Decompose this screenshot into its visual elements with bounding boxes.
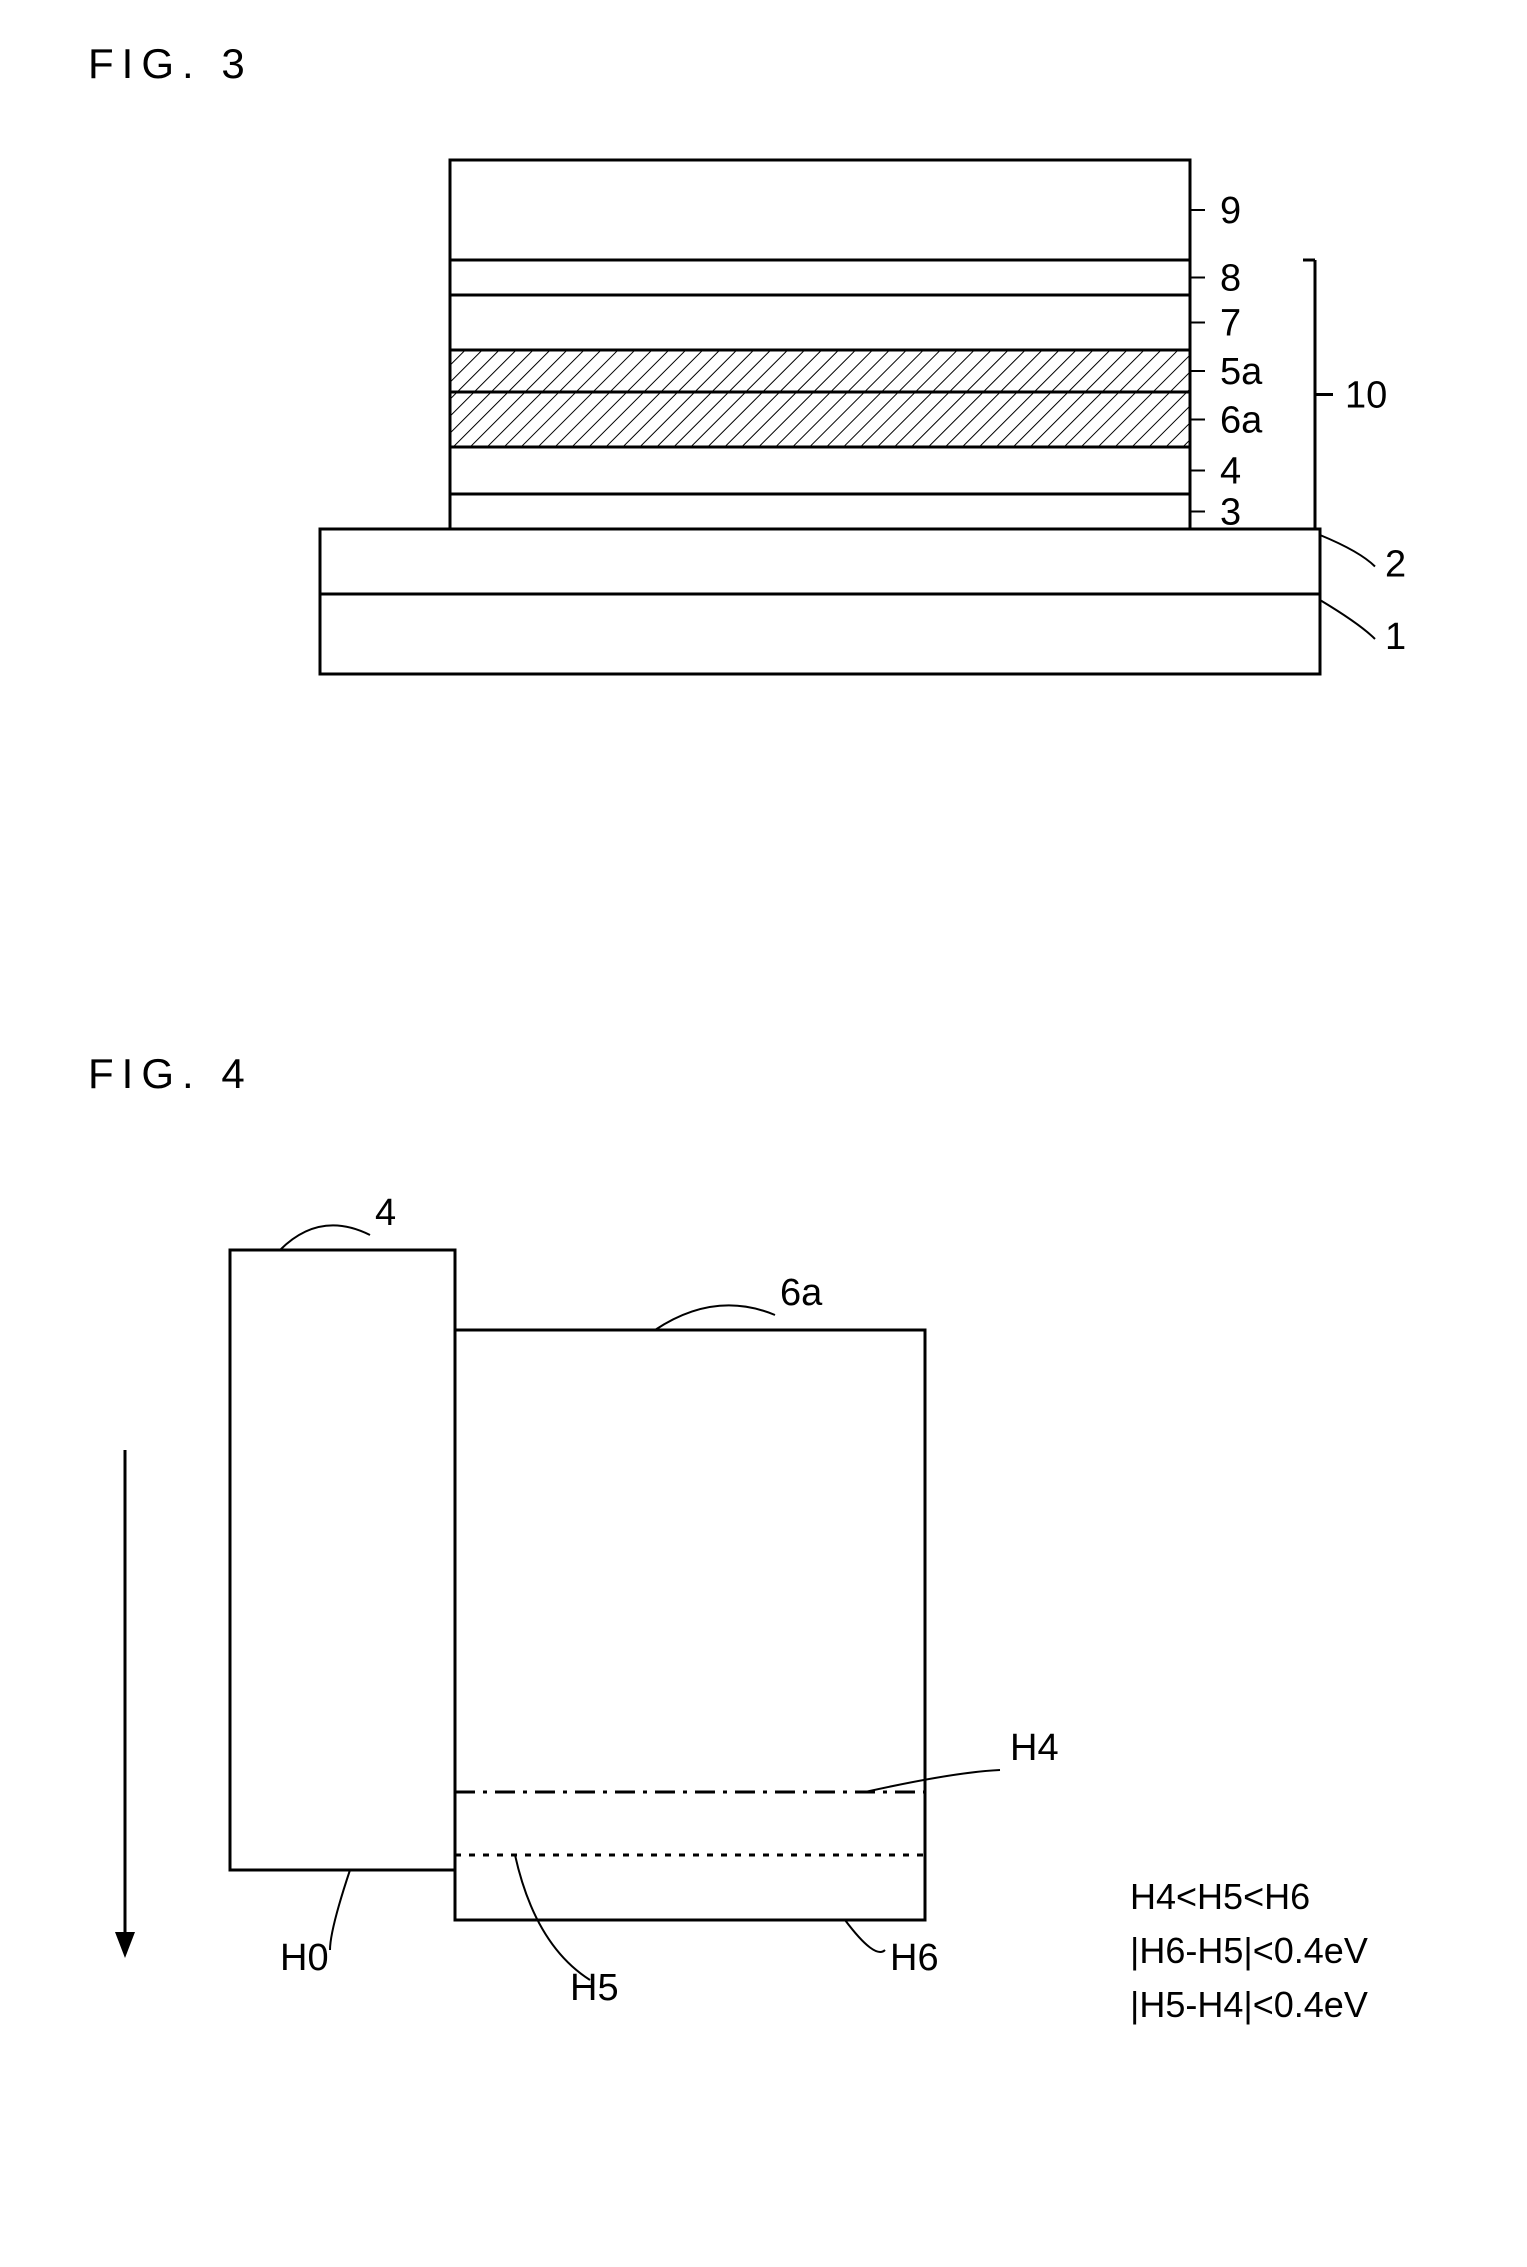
svg-text:H5: H5 — [570, 1967, 619, 2009]
fig3-diagram: 9 87 5a 6a 43 2 1 10 — [0, 0, 1527, 720]
svg-text:3: 3 — [1220, 492, 1241, 534]
svg-text:6a: 6a — [1220, 400, 1263, 442]
svg-text:4: 4 — [1220, 451, 1241, 493]
svg-text:H4: H4 — [1010, 1727, 1059, 1769]
svg-text:5a: 5a — [1220, 351, 1263, 393]
svg-text:7: 7 — [1220, 303, 1241, 345]
svg-text:H0: H0 — [280, 1937, 329, 1979]
eq-line-3: |H5-H4|<0.4eV — [1130, 1978, 1368, 2032]
eq-line-2: |H6-H5|<0.4eV — [1130, 1924, 1368, 1978]
eq-line-1: H4<H5<H6 — [1130, 1870, 1368, 1924]
svg-text:10: 10 — [1345, 375, 1387, 417]
svg-text:8: 8 — [1220, 258, 1241, 300]
fig4-equations: H4<H5<H6 |H6-H5|<0.4eV |H5-H4|<0.4eV — [1130, 1870, 1368, 2032]
svg-text:2: 2 — [1385, 544, 1406, 586]
svg-text:9: 9 — [1220, 190, 1241, 232]
svg-text:6a: 6a — [780, 1272, 823, 1314]
svg-text:H6: H6 — [890, 1937, 939, 1979]
svg-text:4: 4 — [375, 1192, 396, 1234]
svg-text:1: 1 — [1385, 616, 1406, 658]
